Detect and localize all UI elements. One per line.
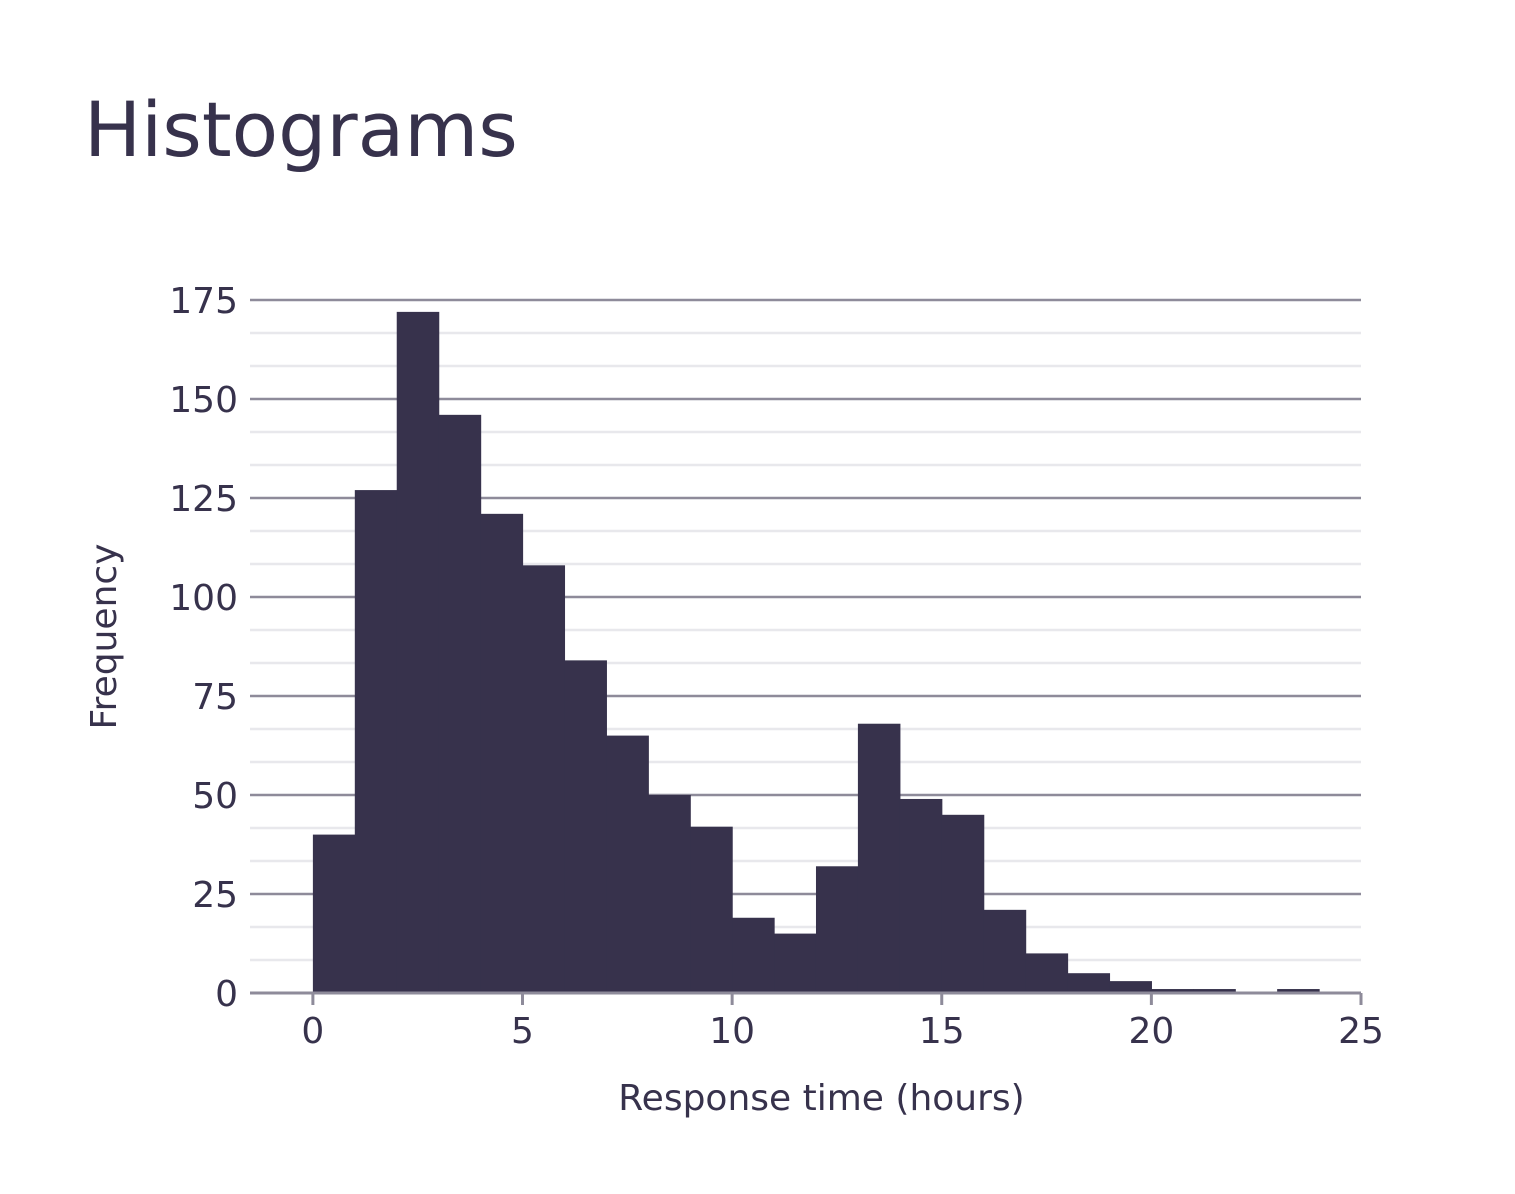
y-tick-label: 100 (169, 578, 238, 619)
histogram-bar (438, 414, 482, 994)
histogram-bar (354, 490, 398, 993)
histogram-bar (774, 933, 817, 993)
histogram-bar (1151, 989, 1194, 993)
chart-title: Histograms (84, 85, 518, 174)
histogram-bar (899, 798, 943, 993)
histogram-bar (941, 814, 985, 993)
histogram-bar (606, 735, 649, 993)
x-tick-label: 10 (709, 1011, 755, 1052)
histogram-bar (1277, 989, 1320, 993)
x-tick-label: 20 (1128, 1011, 1174, 1052)
histogram-bar (1109, 981, 1152, 993)
y-axis: 0 25 50 75 100 125 150 175 (169, 281, 238, 1015)
histogram-bar (690, 826, 733, 993)
histogram-bar (522, 565, 566, 993)
y-tick-label: 175 (169, 281, 238, 322)
histogram-bar (564, 660, 607, 993)
histogram-bar (1067, 973, 1111, 993)
histogram-bar (312, 834, 356, 993)
x-axis-title: Response time (hours) (618, 1078, 1024, 1119)
histogram-bar (815, 866, 859, 993)
histogram-bar (983, 909, 1027, 993)
x-tick-label: 5 (511, 1011, 534, 1052)
y-tick-label: 150 (169, 380, 238, 421)
x-axis: 0 5 10 15 20 25 (250, 991, 1384, 1052)
histogram-bar (857, 723, 901, 993)
y-tick-label: 25 (192, 875, 238, 916)
histogram-bar (1193, 989, 1236, 993)
histogram-bar (1025, 953, 1069, 993)
x-tick-label: 15 (919, 1011, 965, 1052)
histogram-bar (648, 795, 691, 993)
histogram-bar (480, 513, 524, 993)
x-tick-label: 25 (1338, 1011, 1384, 1052)
histogram-bar (396, 311, 440, 993)
histogram-bar (732, 917, 775, 993)
y-tick-label: 125 (169, 479, 238, 520)
y-tick-label: 75 (192, 677, 238, 718)
y-tick-label: 50 (192, 776, 238, 817)
y-axis-title: Frequency (84, 544, 125, 730)
y-tick-label: 0 (215, 974, 238, 1015)
histogram-bars (312, 311, 1320, 994)
x-tick-label: 0 (301, 1011, 324, 1052)
